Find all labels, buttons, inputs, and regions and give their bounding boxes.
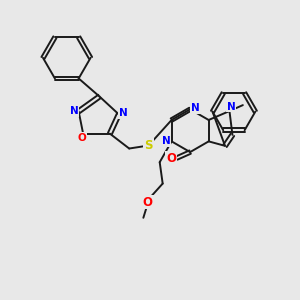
Text: S: S xyxy=(144,139,153,152)
Text: O: O xyxy=(143,196,153,208)
Text: O: O xyxy=(77,133,86,143)
Text: N: N xyxy=(226,102,235,112)
Text: N: N xyxy=(162,136,171,146)
Text: N: N xyxy=(191,103,200,113)
Text: N: N xyxy=(119,108,128,118)
Text: N: N xyxy=(70,106,79,116)
Text: O: O xyxy=(167,152,176,164)
